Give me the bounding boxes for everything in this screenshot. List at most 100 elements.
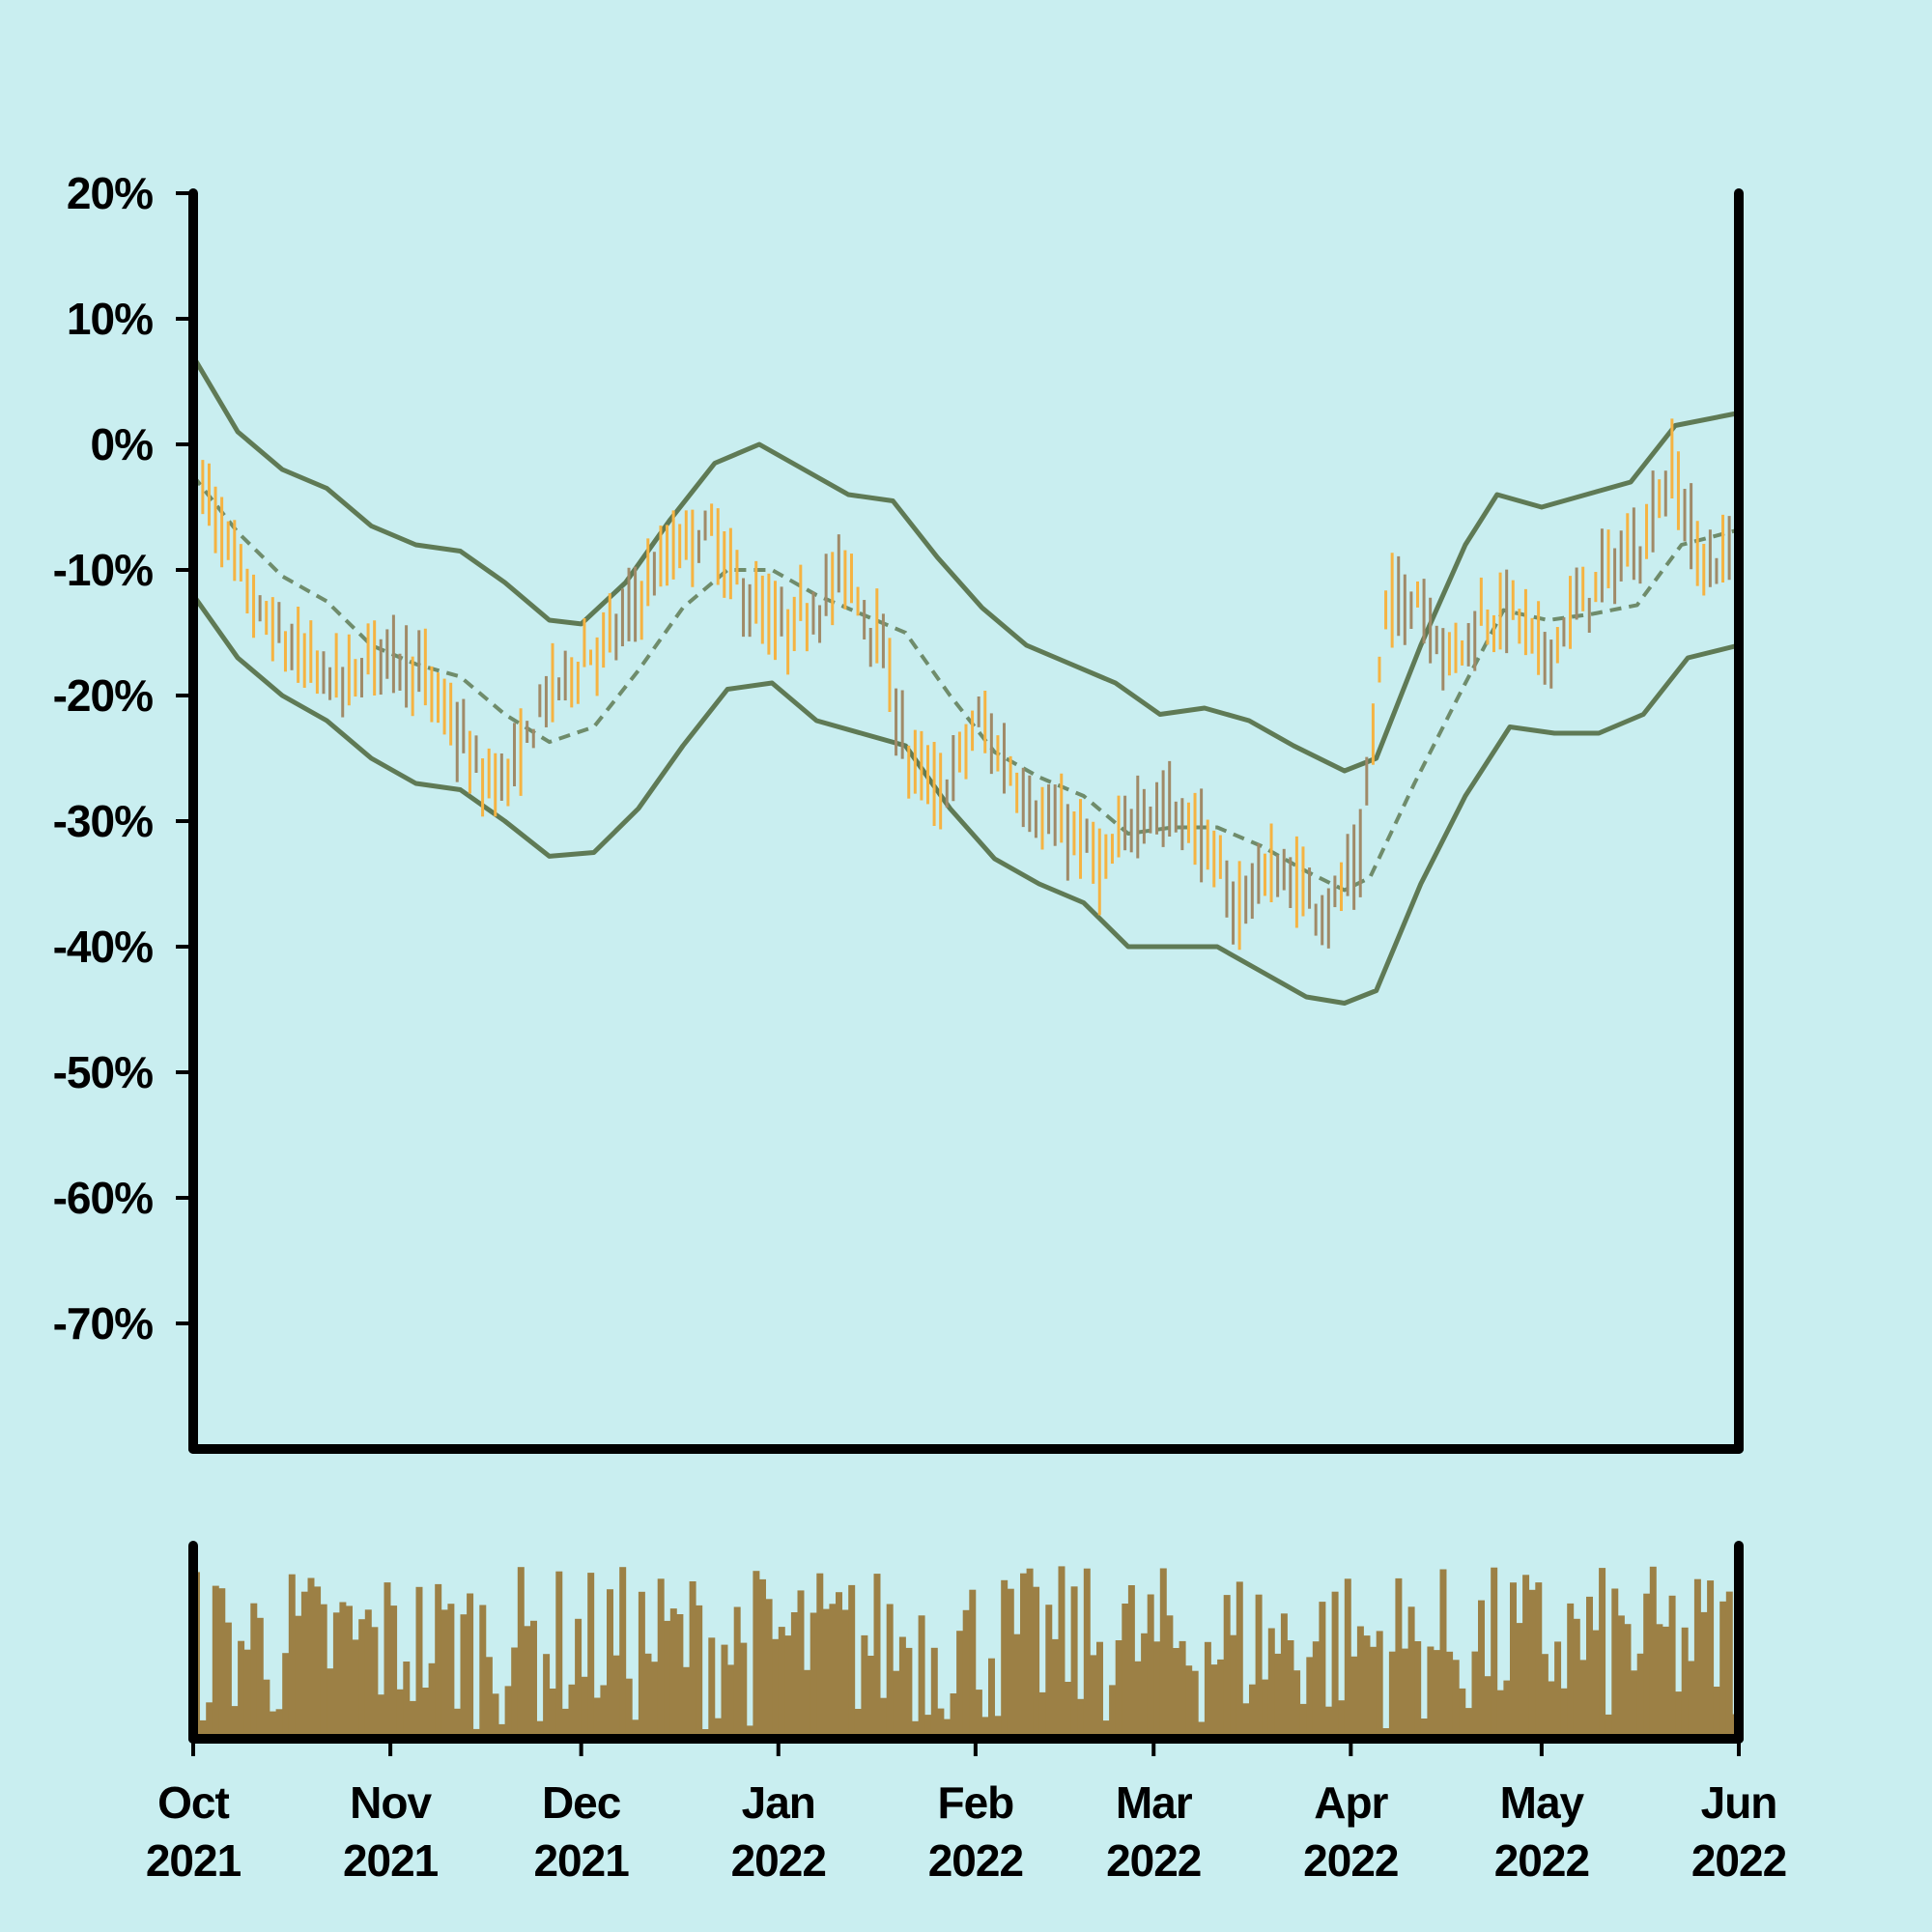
volume-bar: [440, 1609, 448, 1739]
volume-bar: [593, 1697, 601, 1739]
volume-bar: [1446, 1651, 1454, 1739]
volume-bar: [1102, 1720, 1110, 1739]
volume-bar: [1159, 1568, 1167, 1739]
volume-bar: [1407, 1606, 1415, 1739]
y-tick-label: -10%: [53, 545, 153, 595]
volume-bar: [1624, 1624, 1632, 1739]
volume-bar: [740, 1642, 748, 1739]
volume-bars: [193, 1566, 1740, 1739]
volume-bar: [1459, 1688, 1466, 1739]
volume-bar: [759, 1578, 766, 1739]
volume-bar: [1147, 1594, 1154, 1739]
volume-bar: [632, 1719, 639, 1739]
volume-bar: [619, 1567, 627, 1739]
volume-bar: [1255, 1594, 1263, 1739]
volume-bar: [651, 1662, 659, 1739]
volume-bar: [1643, 1593, 1651, 1739]
x-tick-label-year: 2022: [1691, 1835, 1786, 1886]
ohlc-bars: [194, 418, 1738, 951]
volume-bar: [1325, 1706, 1332, 1739]
volume-bar: [536, 1720, 544, 1739]
volume-bar: [1058, 1566, 1065, 1739]
volume-bar: [1198, 1721, 1206, 1739]
volume-bar: [517, 1567, 525, 1739]
volume-bar: [1427, 1646, 1435, 1739]
volume-bar: [1478, 1600, 1485, 1739]
volume-bar: [314, 1586, 322, 1739]
volume-bar: [371, 1627, 379, 1739]
x-tick-label-month: Feb: [937, 1777, 1013, 1828]
volume-bar: [300, 1591, 308, 1739]
volume-bar: [454, 1708, 461, 1739]
volume-bar: [1122, 1604, 1129, 1739]
volume-bar: [1516, 1623, 1523, 1739]
volume-bar: [1096, 1641, 1103, 1739]
volume-bar: [696, 1605, 703, 1739]
y-tick-label: -20%: [53, 670, 153, 721]
volume-bar: [485, 1657, 493, 1739]
volume-bar: [1109, 1685, 1117, 1739]
volume-bar: [1491, 1567, 1498, 1739]
volume-bar: [1402, 1648, 1408, 1739]
volume-bar: [1249, 1684, 1256, 1739]
volume-bar: [1363, 1635, 1371, 1739]
volume-bar: [256, 1617, 264, 1739]
x-tick-label-year: 2022: [1303, 1835, 1398, 1886]
volume-bar: [893, 1670, 900, 1739]
volume-bar: [1579, 1660, 1587, 1739]
volume-bar: [664, 1620, 671, 1739]
volume-bar: [332, 1612, 340, 1739]
volume-bar: [1452, 1660, 1460, 1739]
volume-bar: [1592, 1630, 1600, 1739]
volume-bar: [1293, 1670, 1301, 1739]
volume-bar: [549, 1689, 556, 1739]
volume-bar: [778, 1627, 785, 1739]
volume-bar: [981, 1717, 989, 1739]
volume-bar: [243, 1649, 251, 1739]
volume-bar: [206, 1702, 213, 1739]
volume-bar: [1434, 1650, 1440, 1739]
volume-bar: [1528, 1589, 1536, 1739]
volume-bar: [460, 1614, 468, 1739]
volume-bar: [1464, 1708, 1472, 1739]
volume-bar: [1636, 1653, 1644, 1739]
x-tick-label-month: Dec: [542, 1777, 621, 1828]
volume-bar: [1331, 1591, 1339, 1739]
volume-bar: [263, 1679, 270, 1739]
volume-bar: [950, 1693, 957, 1739]
x-tick-label-year: 2021: [146, 1835, 242, 1886]
volume-bar: [1217, 1659, 1225, 1739]
volume-bar: [733, 1606, 741, 1739]
volume-bar: [1013, 1634, 1021, 1739]
volume-bar: [1141, 1633, 1149, 1739]
volume-bar: [1484, 1676, 1492, 1739]
volume-bar: [924, 1715, 932, 1739]
volume-bar: [238, 1640, 245, 1739]
volume-bar: [1070, 1586, 1078, 1739]
x-tick-label-month: May: [1500, 1777, 1585, 1828]
volume-bar: [511, 1647, 519, 1739]
volume-bar: [390, 1605, 398, 1739]
volume-bar: [1573, 1618, 1580, 1739]
volume-bar: [956, 1631, 964, 1739]
volume-bar: [975, 1690, 982, 1739]
volume-bar: [543, 1654, 551, 1739]
volume-bar: [320, 1604, 327, 1739]
volume-bar: [218, 1588, 226, 1739]
volume-bar: [1020, 1573, 1027, 1739]
volume-bar: [1319, 1602, 1326, 1739]
volume-bar: [612, 1655, 620, 1739]
y-tick-label: 20%: [67, 168, 153, 218]
volume-bar: [275, 1709, 283, 1739]
volume-bar: [1662, 1626, 1669, 1739]
volume-bar: [1510, 1582, 1517, 1739]
volume-bar: [1115, 1640, 1122, 1739]
volume-bar: [1522, 1575, 1530, 1739]
upper-band-line: [190, 355, 1740, 774]
volume-bar: [944, 1719, 951, 1739]
volume-bar: [1700, 1611, 1708, 1739]
volume-bar: [1242, 1703, 1250, 1739]
volume-bar: [753, 1571, 760, 1739]
volume-bar: [898, 1636, 906, 1739]
